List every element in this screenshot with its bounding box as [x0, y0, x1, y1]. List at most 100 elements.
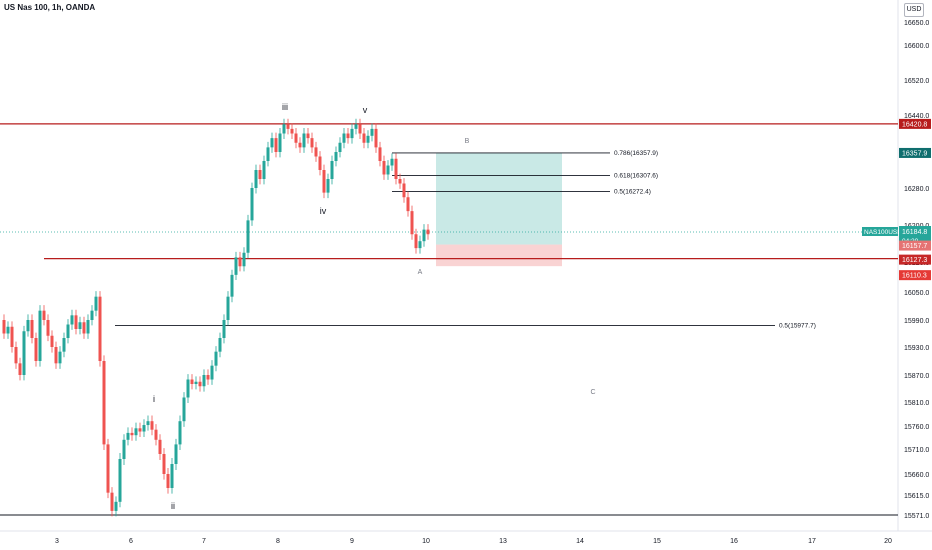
price-tick-label: 15810.0 — [904, 400, 929, 407]
entry-tag-text: 16157.7 — [902, 243, 927, 250]
candle-body — [314, 147, 318, 157]
candle-body — [206, 375, 210, 380]
time-tick-label: 16 — [730, 538, 738, 545]
candle-body — [126, 432, 130, 440]
wave-label: A — [418, 269, 423, 276]
time-tick-label: 13 — [499, 538, 507, 545]
candle-body — [70, 315, 74, 325]
candle-body — [18, 363, 22, 375]
wave-label: iv — [320, 206, 327, 216]
candle-body — [62, 338, 66, 352]
candle-body — [342, 133, 346, 143]
candle-body — [2, 320, 6, 334]
symbol-tag — [862, 227, 898, 236]
candle-body — [326, 179, 330, 193]
candle-body — [46, 320, 50, 336]
candle-body — [418, 241, 422, 249]
candle-body — [98, 296, 102, 361]
candle-body — [138, 428, 142, 432]
candle-body — [54, 347, 58, 364]
price-tick-label: 16440.0 — [904, 113, 929, 120]
candle-body — [238, 257, 242, 267]
time-tick-label: 7 — [202, 538, 206, 545]
entry-tag — [899, 240, 931, 251]
candle-body — [298, 142, 302, 148]
stop-zone[interactable] — [436, 244, 562, 267]
candle-body — [142, 425, 146, 432]
candle-body — [214, 351, 218, 366]
fib-label: 0.618(16307.6) — [614, 173, 658, 180]
candle-body — [246, 220, 250, 253]
candle-body — [414, 234, 418, 249]
candle-body — [350, 128, 354, 139]
candle-body — [294, 133, 298, 143]
candle-body — [422, 229, 426, 242]
candle-body — [178, 421, 182, 445]
candle-body — [130, 432, 134, 436]
candle-body — [302, 133, 306, 148]
candle-body — [318, 156, 322, 170]
time-tick-label: 8 — [276, 538, 280, 545]
price-tick-label: 15660.0 — [904, 472, 929, 479]
target-zone[interactable] — [436, 152, 562, 245]
candle-body — [282, 124, 286, 134]
candle-body — [374, 128, 378, 148]
support-tag — [899, 254, 931, 265]
stop-tag-text: 16110.3 — [902, 273, 927, 280]
candle-body — [190, 379, 194, 384]
candle-body — [426, 229, 430, 235]
time-tick-label: 17 — [808, 538, 816, 545]
candle-body — [102, 361, 106, 445]
wave-label: v — [363, 105, 368, 115]
symbol-tag-text: NAS100USD — [864, 229, 902, 236]
candle-body — [234, 257, 238, 275]
candle-body — [218, 338, 222, 352]
candle-body — [410, 211, 414, 235]
fib-label: 0.786(16357.9) — [614, 150, 658, 157]
time-tick-label: 3 — [55, 538, 59, 545]
candle-body — [26, 320, 30, 332]
time-tick-label: 15 — [653, 538, 661, 545]
candle-body — [202, 375, 206, 387]
candle-body — [86, 320, 90, 334]
candle-body — [370, 128, 374, 136]
candle-body — [338, 142, 342, 152]
candle-body — [358, 124, 362, 134]
candle-body — [82, 322, 86, 334]
wave-label: iii — [282, 102, 288, 112]
candle-body — [162, 454, 166, 474]
price-tick-label: 16050.0 — [904, 290, 929, 297]
currency-button[interactable]: USD — [904, 3, 924, 17]
candle-body — [174, 444, 178, 464]
candle-body — [42, 310, 46, 320]
candle-body — [74, 315, 78, 329]
candle-body — [322, 170, 326, 193]
candle-body — [154, 429, 158, 440]
candle-body — [114, 501, 118, 511]
price-tick-label: 15930.0 — [904, 345, 929, 352]
candle-body — [334, 152, 338, 161]
candle-body — [118, 459, 122, 502]
price-tick-label: 15571.0 — [904, 513, 929, 520]
candle-body — [386, 165, 390, 175]
candle-body — [250, 188, 254, 221]
candle-body — [6, 326, 10, 334]
last-price-text: 16184.8 — [902, 229, 927, 236]
candle-body — [278, 133, 282, 152]
candle-body — [266, 147, 270, 161]
candle-body — [262, 161, 266, 179]
time-tick-label: 20 — [884, 538, 892, 545]
candle-body — [106, 444, 110, 493]
candle-body — [382, 161, 386, 175]
candle-body — [14, 347, 18, 364]
candle-body — [378, 147, 382, 161]
candle-body — [66, 324, 70, 338]
level-tag-16420-text: 16420.8 — [902, 121, 927, 128]
time-tick-label: 6 — [129, 538, 133, 545]
candle-body — [122, 439, 126, 459]
candle-body — [38, 310, 42, 361]
candle-body — [158, 439, 162, 454]
candle-body — [242, 252, 246, 267]
candle-body — [394, 158, 398, 179]
